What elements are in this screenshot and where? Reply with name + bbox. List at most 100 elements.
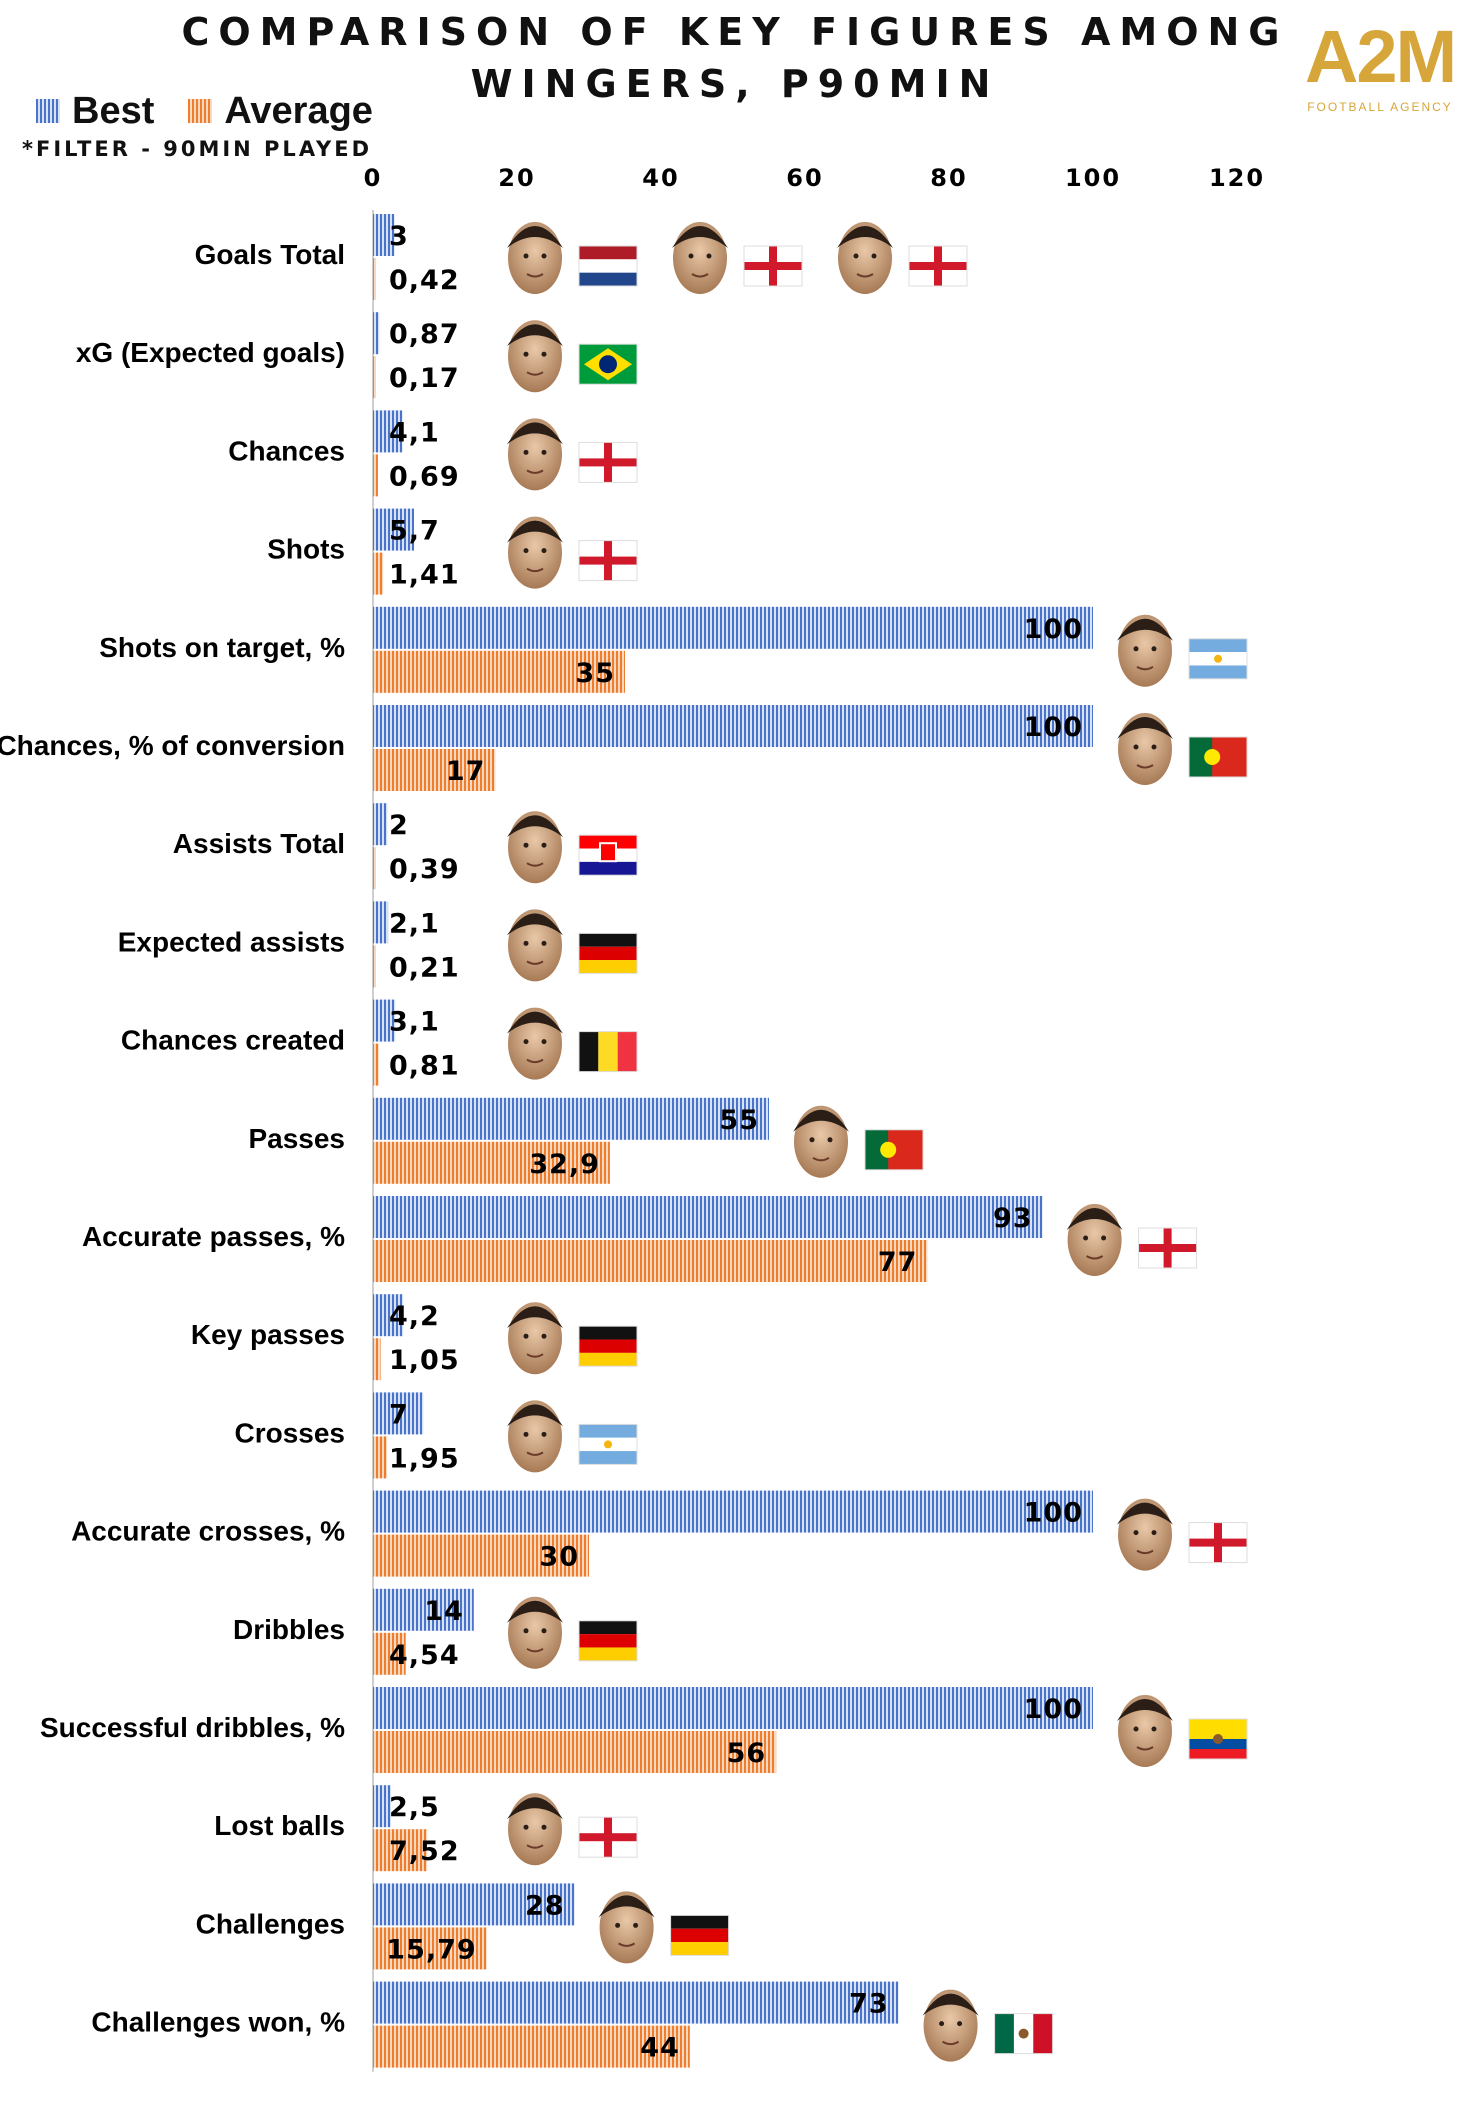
category-label: Dribbles <box>233 1614 345 1645</box>
average-bar <box>373 1731 777 1773</box>
average-value-label: 0,81 <box>389 1051 460 1082</box>
average-value-label: 1,05 <box>389 1345 460 1376</box>
player-group <box>507 418 638 491</box>
best-bar <box>373 705 1093 747</box>
best-bar <box>373 999 396 1042</box>
chart-row: Chances 4,1 0,69 <box>228 410 459 497</box>
average-bar <box>373 1927 487 1970</box>
average-value-label: 35 <box>575 658 615 689</box>
player-photo <box>1066 1204 1123 1276</box>
best-value-label: 0,87 <box>389 319 460 350</box>
player-photo <box>922 1989 979 2062</box>
average-bar <box>373 2025 690 2068</box>
england-flag-icon <box>578 1816 638 1858</box>
average-value-label: 17 <box>446 756 486 787</box>
england-flag-icon <box>1138 1227 1198 1269</box>
player-photo <box>507 811 563 884</box>
logo-text: A2M <box>1304 15 1457 98</box>
england-flag-icon <box>1188 1522 1248 1564</box>
player-group <box>507 320 638 393</box>
player-photo <box>507 1596 563 1669</box>
average-bar <box>373 847 376 890</box>
netherlands-flag-icon <box>578 245 638 287</box>
player-group <box>1117 1498 1248 1571</box>
player-group <box>507 1596 638 1669</box>
best-bar <box>373 1097 769 1140</box>
legend: Best Average <box>36 86 407 136</box>
legend-average-label: Average <box>224 89 373 132</box>
player-group <box>598 1891 730 1964</box>
best-value-label: 100 <box>1024 712 1083 743</box>
average-value-label: 1,95 <box>389 1443 460 1474</box>
average-bar <box>373 1534 589 1577</box>
england-flag-icon <box>578 441 638 483</box>
chart-row: Chances, % of conversion 100 17 <box>0 705 1093 791</box>
chart-row: Lost balls 2,5 7,52 <box>214 1785 459 1872</box>
best-bar <box>373 1294 404 1337</box>
x-tick-label: 0 <box>364 164 383 192</box>
x-tick-label: 100 <box>1065 164 1121 192</box>
player-group <box>507 516 638 589</box>
legend-average: Average <box>188 90 373 133</box>
player-photo <box>507 516 563 589</box>
category-label: Expected assists <box>118 926 345 957</box>
average-bar <box>373 1829 428 1872</box>
best-value-label: 4,1 <box>389 417 440 448</box>
average-bar <box>373 258 377 300</box>
category-label: Shots <box>267 534 345 565</box>
germany-flag-icon <box>578 1325 638 1367</box>
player-photo <box>507 909 563 982</box>
best-bar <box>373 1687 1093 1729</box>
best-bar <box>373 1196 1043 1238</box>
average-bar <box>373 749 496 791</box>
category-label: Accurate crosses, % <box>71 1516 345 1547</box>
player-group <box>507 909 638 982</box>
player-photo <box>598 1891 655 1964</box>
belgium-flag-icon <box>578 1031 638 1073</box>
average-value-label: 0,17 <box>389 363 460 394</box>
chart-row: Accurate passes, % 93 77 <box>82 1196 1043 1282</box>
chart-row: Successful dribbles, % 100 56 <box>40 1687 1093 1773</box>
best-value-label: 14 <box>424 1596 464 1627</box>
category-label: Goals Total <box>195 239 345 270</box>
chart-row: Accurate crosses, % 100 30 <box>71 1490 1093 1577</box>
average-value-label: 4,54 <box>389 1640 460 1671</box>
player-group <box>1117 1695 1248 1767</box>
player-group <box>507 1007 638 1080</box>
best-bar <box>373 1883 575 1926</box>
chart-row: Assists Total 2 0,39 <box>173 803 459 890</box>
average-bar <box>373 454 378 497</box>
best-value-label: 2,5 <box>389 1792 440 1823</box>
best-bar <box>373 508 415 551</box>
best-bar <box>373 901 389 944</box>
chart-row: Dribbles 14 4,54 <box>233 1588 474 1675</box>
player-photo <box>507 222 563 294</box>
best-bar <box>373 1588 474 1631</box>
player-photo <box>672 222 728 294</box>
category-label: Chances <box>228 435 345 466</box>
best-value-label: 55 <box>719 1105 759 1136</box>
category-label: Challenges <box>196 1908 345 1939</box>
chart-row: Challenges won, % 73 44 <box>91 1981 899 2068</box>
player-group <box>793 1105 924 1178</box>
croatia-flag-icon <box>578 834 638 876</box>
average-value-label: 30 <box>539 1542 579 1573</box>
legend-best: Best <box>36 90 154 133</box>
average-bar <box>373 1141 610 1184</box>
chart-row: Passes 55 32,9 <box>248 1097 769 1184</box>
best-value-label: 4,2 <box>389 1301 440 1332</box>
best-value-label: 2,1 <box>389 908 440 939</box>
category-label: Passes <box>248 1123 345 1154</box>
average-bar <box>373 1632 406 1675</box>
best-value-label: 28 <box>525 1890 565 1921</box>
average-value-label: 56 <box>727 1738 767 1769</box>
chart-row: xG (Expected goals) 0,87 0,17 <box>76 312 460 399</box>
average-value-label: 15,79 <box>386 1934 476 1965</box>
ecuador-flag-icon <box>1188 1718 1248 1760</box>
germany-flag-icon <box>578 1620 638 1662</box>
chart-row: Key passes 4,2 1,05 <box>191 1294 460 1381</box>
england-flag-icon <box>908 245 968 287</box>
best-value-label: 100 <box>1024 1498 1083 1529</box>
portugal-flag-icon <box>1188 736 1248 778</box>
best-bar <box>373 606 1093 649</box>
